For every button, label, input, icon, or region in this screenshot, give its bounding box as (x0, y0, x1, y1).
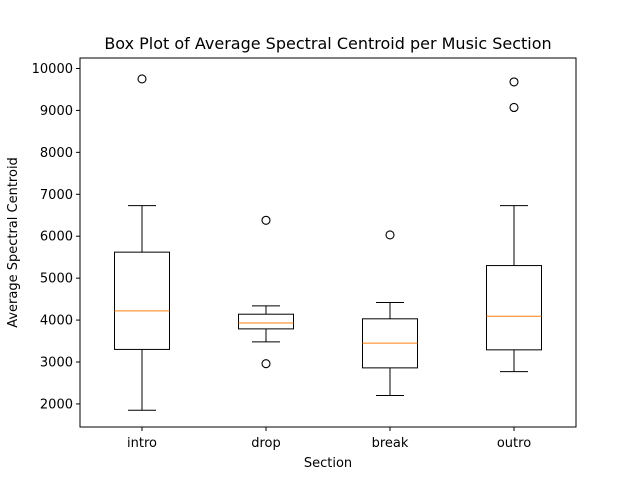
box (486, 265, 542, 351)
x-axis-label: Section (304, 456, 352, 471)
y-tick-label: 10000 (32, 62, 73, 77)
y-tick-label: 7000 (40, 188, 73, 203)
outlier-point (261, 359, 271, 369)
y-tick-label: 5000 (40, 272, 73, 287)
x-tick-label: break (372, 436, 409, 451)
y-tick-label: 6000 (40, 230, 73, 245)
outlier-point (509, 102, 519, 113)
box-group-outro (486, 77, 542, 373)
plot-frame (79, 57, 577, 428)
y-tick-label: 2000 (40, 397, 73, 412)
outlier-point (137, 74, 147, 84)
y-tick-label: 9000 (40, 104, 73, 119)
x-tick-label: intro (127, 436, 157, 451)
x-tick-label: outro (497, 436, 531, 451)
y-tick-label: 3000 (40, 356, 73, 371)
box-group-intro (114, 74, 170, 411)
chart-title: Box Plot of Average Spectral Centroid pe… (104, 34, 551, 53)
outlier-point (385, 230, 395, 240)
y-axis-label: Average Spectral Centroid (6, 157, 21, 328)
box-group-break (362, 230, 418, 397)
plot-content (114, 74, 542, 411)
box (238, 313, 294, 330)
box-group-drop (238, 215, 294, 369)
outlier-point (509, 77, 519, 87)
y-tick-label: 8000 (40, 146, 73, 161)
y-tick-label: 4000 (40, 314, 73, 329)
box (114, 251, 170, 350)
outlier-point (261, 215, 271, 225)
y-axis: 2000 3000 4000 5000 6000 7000 8000 9000 10000 (32, 62, 80, 412)
x-axis: intro drop break outro (127, 427, 531, 451)
x-tick-label: drop (251, 436, 281, 451)
